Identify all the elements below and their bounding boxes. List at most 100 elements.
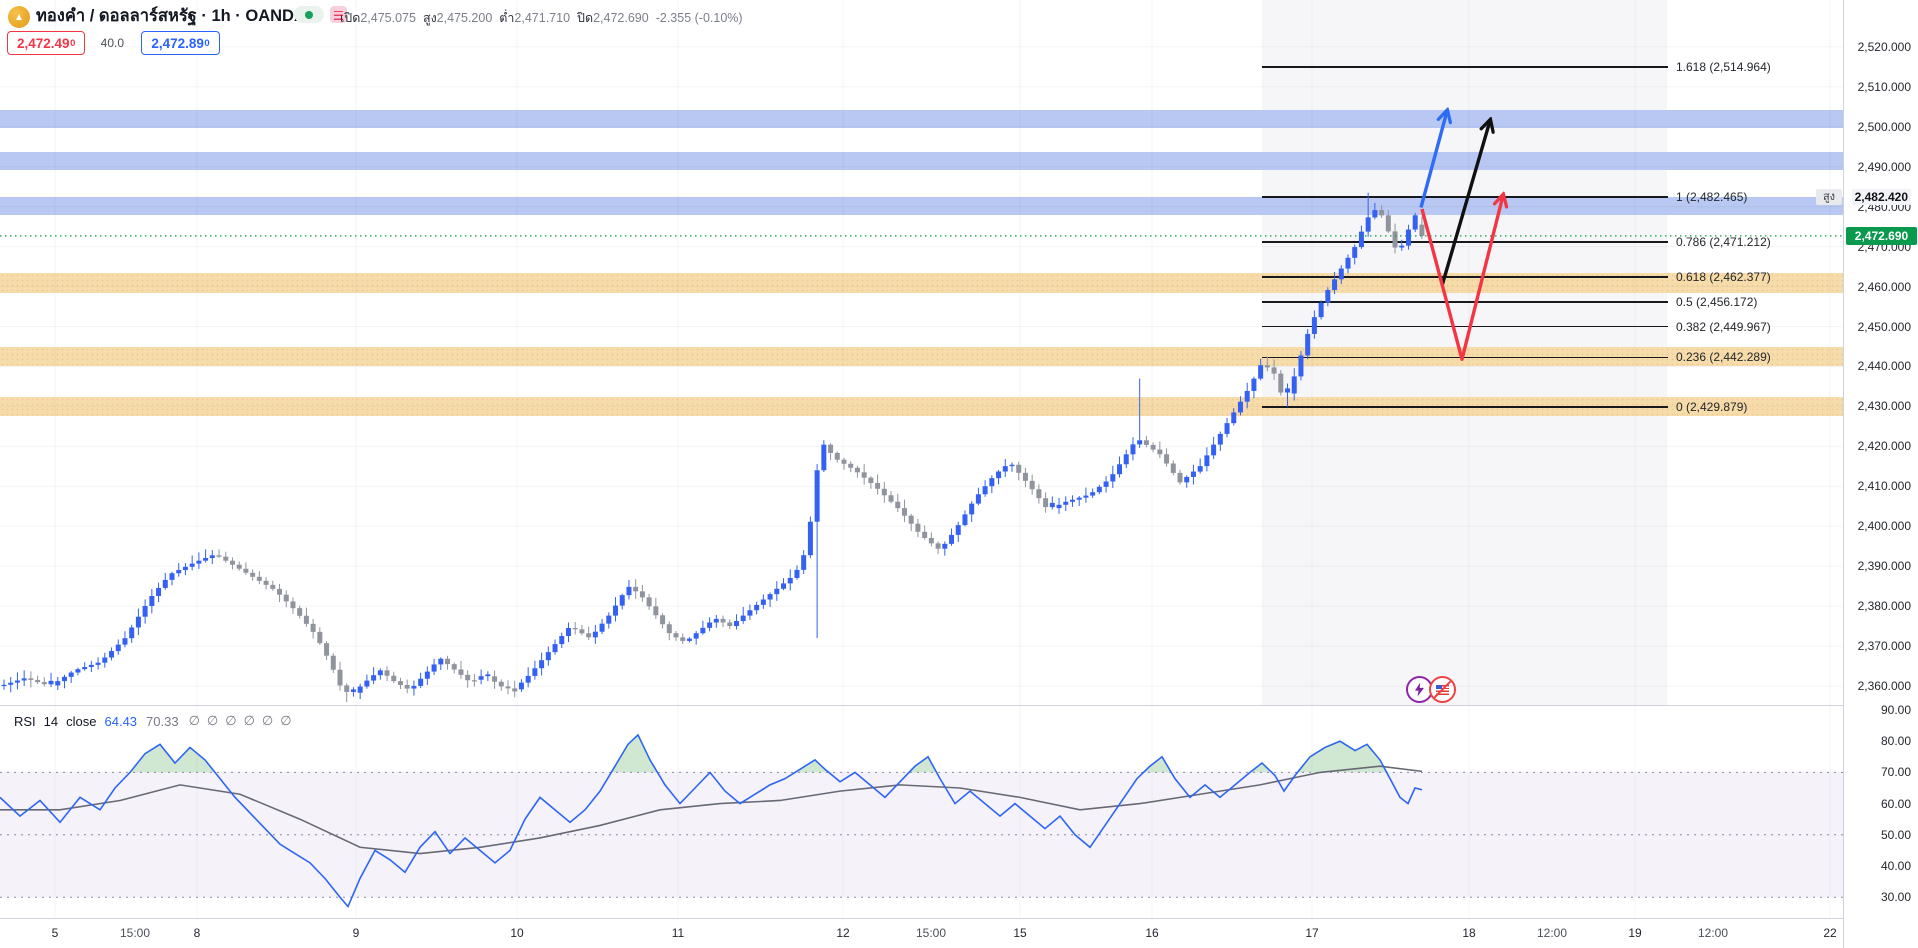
time-tick-label: 16 <box>1145 926 1159 940</box>
time-tick-label: 19 <box>1628 926 1642 940</box>
time-tick-label: 8 <box>193 926 201 940</box>
rsi-length: 14 <box>43 713 59 729</box>
fib-label-0.786: 0.786 (2,471.212) <box>1676 234 1771 249</box>
empty-value-icon[interactable]: ∅ <box>206 713 219 728</box>
fib-label-1.618: 1.618 (2,514.964) <box>1676 60 1771 74</box>
fib-label-0: 0 (2,429.879) <box>1676 399 1748 414</box>
time-tick-label: 5 <box>51 926 59 940</box>
market-status-pill[interactable] <box>294 6 324 23</box>
high-label: สูง <box>422 11 437 25</box>
empty-value-icon[interactable]: ∅ <box>188 713 200 728</box>
fib-line-0[interactable] <box>1262 406 1668 408</box>
empty-value-icon[interactable]: ∅ <box>225 713 237 728</box>
candlestick-canvas[interactable] <box>0 0 1843 705</box>
fib-line-1[interactable] <box>1262 196 1668 198</box>
rsi-tick-label: 60.00 <box>1880 796 1911 811</box>
lightning-marker-icon[interactable] <box>1406 676 1433 703</box>
rsi-tick-label: 80.00 <box>1880 734 1911 749</box>
fib-label-0.5: 0.5 (2,456.172) <box>1676 294 1758 309</box>
open-label: เปิด <box>340 11 361 25</box>
symbol-title[interactable]: ทองคำ / ดอลลาร์สหรัฐ · 1h · OANDA <box>36 7 306 25</box>
time-tick-label: 22 <box>1823 926 1837 940</box>
price-tick-label: 2,460.000 <box>1857 279 1911 294</box>
price-tick-label: 2,440.000 <box>1857 359 1911 374</box>
time-tick-label: 12:00 <box>1697 926 1729 940</box>
time-tick-label: 9 <box>352 926 360 940</box>
spread-value: 40.0 <box>100 36 125 50</box>
empty-value-icon[interactable]: ∅ <box>243 713 255 728</box>
price-pane[interactable]: 1.618 (2,514.964) 1 (2,482.465) 0.786 (2,4… <box>0 0 1843 705</box>
high-value: 2,475.200 <box>436 11 493 25</box>
low-value: 2,471.710 <box>514 11 571 25</box>
rsi-30-70-band <box>0 772 1843 897</box>
fib-line-0.786[interactable] <box>1262 241 1668 243</box>
price-tick-label: 2,420.000 <box>1857 439 1911 454</box>
buy-button[interactable]: 2,472.89 0 <box>141 31 220 55</box>
price-tick-label: 2,430.000 <box>1857 399 1911 414</box>
bolt-icon <box>1415 682 1424 697</box>
fib-line-0.382[interactable] <box>1262 325 1668 328</box>
symbol-header-row: ▲ <box>8 5 30 29</box>
rsi-pane[interactable]: RSI 14 close 64.43 70.33 ∅∅∅∅∅∅ TradingV… <box>0 705 1843 918</box>
rsi-hidden-values[interactable]: ∅ ∅ ∅ ∅ ∅ ∅ <box>189 713 299 729</box>
projection-arrow <box>1420 195 1503 361</box>
rsi-ma-value: 70.33 <box>146 713 179 729</box>
fib-label-1: 1 (2,482.465) <box>1676 189 1748 204</box>
ohlc-readout: เปิด2,475.075 สูง2,475.200 ต่ำ2,471.710 ปิด… <box>340 8 750 28</box>
buy-price: 2,472.89 <box>151 35 204 51</box>
sell-price-sup: 0 <box>70 37 76 49</box>
time-tick-label: 15:00 <box>915 926 947 940</box>
blue-zone <box>0 109 1843 128</box>
time-tick-label: 12:00 <box>1536 926 1568 940</box>
slash-icon <box>1431 678 1454 701</box>
time-tick-label: 12 <box>836 926 850 940</box>
change-value: -2.355 (-0.10%) <box>655 11 743 25</box>
price-tick-label: 2,520.000 <box>1857 39 1911 54</box>
sell-button[interactable]: 2,472.49 0 <box>7 31 86 55</box>
price-tick-label: 2,380.000 <box>1857 599 1911 614</box>
rsi-source: close <box>66 713 97 729</box>
gold-symbol-icon[interactable]: ▲ <box>8 6 30 28</box>
price-tick-label: 2,500.000 <box>1857 119 1911 134</box>
empty-value-icon[interactable]: ∅ <box>261 713 274 728</box>
pane-separator[interactable] <box>0 705 1918 706</box>
rsi-tick-label: 90.00 <box>1880 703 1911 717</box>
fib-line-0.618[interactable] <box>1262 276 1668 278</box>
open-value: 2,475.075 <box>360 11 416 25</box>
buy-price-sup: 0 <box>204 37 210 49</box>
projection-arrow <box>1440 121 1490 287</box>
low-label: ต่ำ <box>499 11 515 25</box>
pink-flag-icon[interactable] <box>330 6 347 23</box>
price-tick-label: 2,410.000 <box>1857 479 1911 494</box>
time-tick-label: 10 <box>510 926 524 940</box>
rsi-current-value: 64.43 <box>104 713 138 729</box>
blue-zone <box>0 151 1843 170</box>
time-tick-label: 18 <box>1462 926 1476 940</box>
rsi-indicator-legend[interactable]: RSI 14 close 64.43 70.33 ∅ ∅ ∅ ∅ ∅ ∅ <box>14 713 299 729</box>
sell-price: 2,472.49 <box>17 35 70 51</box>
empty-value-icon[interactable]: ∅ <box>280 713 292 728</box>
orange-zone <box>0 397 1843 417</box>
rsi-canvas[interactable] <box>0 705 1843 918</box>
fib-line-0.5[interactable] <box>1262 301 1668 303</box>
day-high-tag: สูง <box>1816 189 1842 205</box>
fib-line-0.236[interactable] <box>1262 356 1668 359</box>
trade-buttons-row: 2,472.49 0 40.0 2,472.89 0 <box>7 31 220 55</box>
day-high-axis-label: 2,482.420 <box>1851 189 1911 205</box>
last-price-badge: 2,472.690 <box>1846 227 1917 245</box>
rsi-tick-label: 70.00 <box>1880 765 1911 780</box>
price-tick-label: 2,400.000 <box>1857 519 1911 534</box>
time-axis[interactable]: 5 15:00 8 9 10 11 12 15:00 15 16 17 18 12:00 19 12:00 2… <box>0 918 1918 948</box>
rsi-tick-label: 30.00 <box>1880 890 1911 905</box>
fib-line-1.618[interactable] <box>1262 66 1668 68</box>
rsi-tick-label: 50.00 <box>1880 827 1911 842</box>
rsi-title: RSI <box>14 713 36 729</box>
time-tick-label: 15:00 <box>119 926 151 940</box>
orange-zone <box>0 347 1843 367</box>
us-flag-marker-icon[interactable] <box>1429 676 1456 703</box>
time-tick-label: 11 <box>671 926 685 940</box>
fib-label-0.236: 0.236 (2,442.289) <box>1676 350 1771 365</box>
close-label: ปิด <box>577 11 594 25</box>
price-axis[interactable]: USD 2,520.0002,510.0002,500.0002,490.000… <box>1843 0 1918 948</box>
